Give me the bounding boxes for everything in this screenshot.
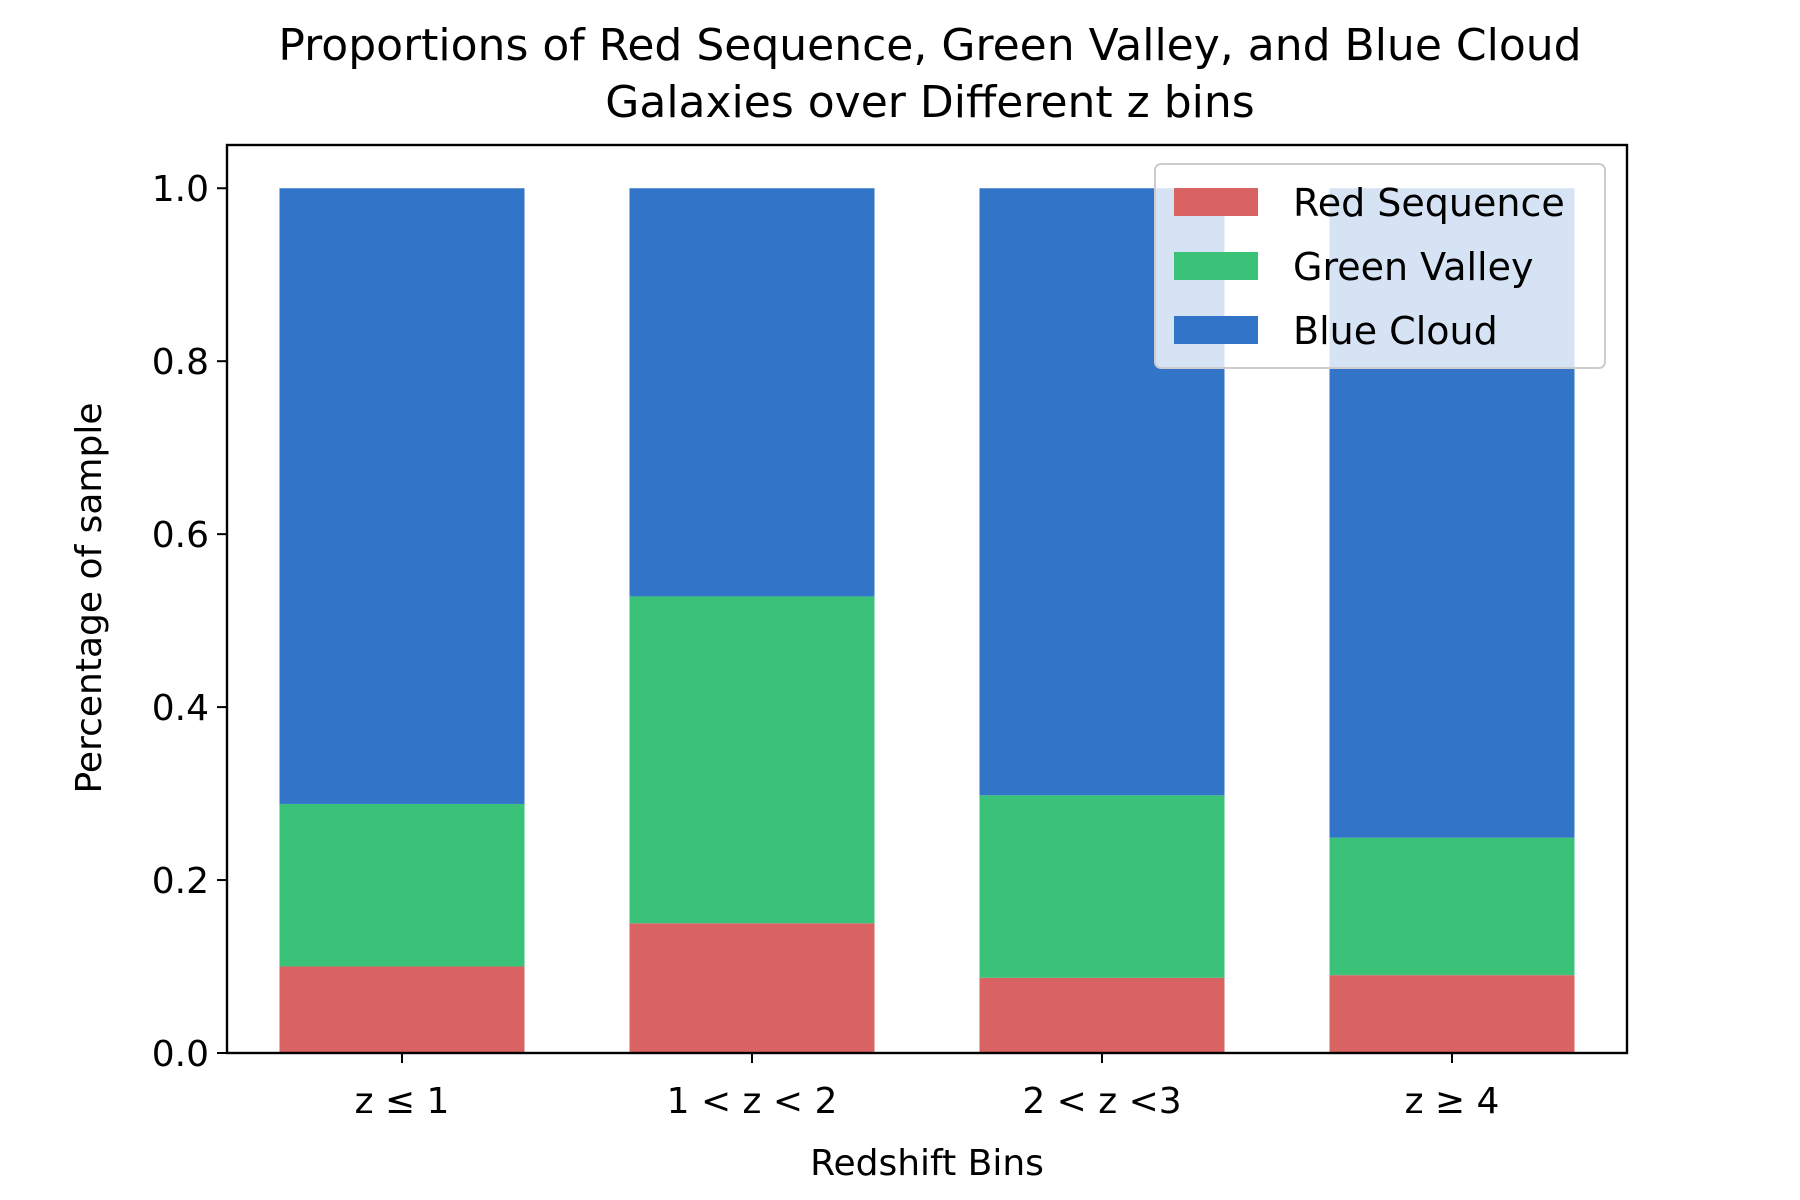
bar-green-valley-0 [279, 803, 525, 967]
x-tick-label: z ≤ 1 [355, 1081, 450, 1122]
y-tick-label: 0.4 [152, 688, 209, 729]
y-tick-label: 1.0 [152, 169, 209, 210]
legend-swatch-blue-cloud [1174, 316, 1258, 344]
x-axis: z ≤ 1 1 < z < 2 2 < z <3 z ≥ 4 [355, 1053, 1500, 1122]
x-tick-label: z ≥ 4 [1405, 1081, 1500, 1122]
bar-red-sequence-0 [279, 966, 525, 1053]
legend-label-blue-cloud: Blue Cloud [1293, 309, 1498, 353]
y-axis: 0.0 0.2 0.4 0.6 0.8 1.0 [152, 169, 227, 1075]
bar-blue-cloud-0 [279, 188, 525, 804]
bar-green-valley-3 [1329, 837, 1575, 976]
bar-blue-cloud-1 [629, 188, 875, 597]
plot-frame [225, 143, 1629, 1055]
legend-swatch-red-sequence [1174, 188, 1258, 216]
legend-swatch-green-valley [1174, 252, 1258, 280]
bar-green-valley-2 [979, 795, 1225, 978]
y-tick-label: 0.8 [152, 342, 209, 383]
y-tick-label: 0.2 [152, 861, 209, 902]
legend-label-green-valley: Green Valley [1293, 245, 1533, 289]
x-axis-label: Redshift Bins [810, 1143, 1044, 1184]
x-tick-label: 1 < z < 2 [667, 1081, 838, 1122]
chart-title-line-1: Proportions of Red Sequence, Green Valle… [278, 20, 1581, 71]
legend-label-red-sequence: Red Sequence [1293, 181, 1565, 225]
x-tick-label: 2 < z <3 [1022, 1081, 1181, 1122]
bar-red-sequence-3 [1329, 975, 1575, 1053]
bar-red-sequence-2 [979, 977, 1225, 1053]
y-tick-label: 0.0 [152, 1034, 209, 1075]
bar-red-sequence-1 [629, 923, 875, 1053]
y-axis-label: Percentage of sample [69, 403, 110, 794]
y-tick-label: 0.6 [152, 515, 209, 556]
bar-green-valley-1 [629, 596, 875, 924]
legend: Red Sequence Green Valley Blue Cloud [1154, 163, 1606, 369]
legend-frame [1154, 163, 1606, 369]
chart-title-line-2: Galaxies over Different z bins [605, 77, 1254, 128]
